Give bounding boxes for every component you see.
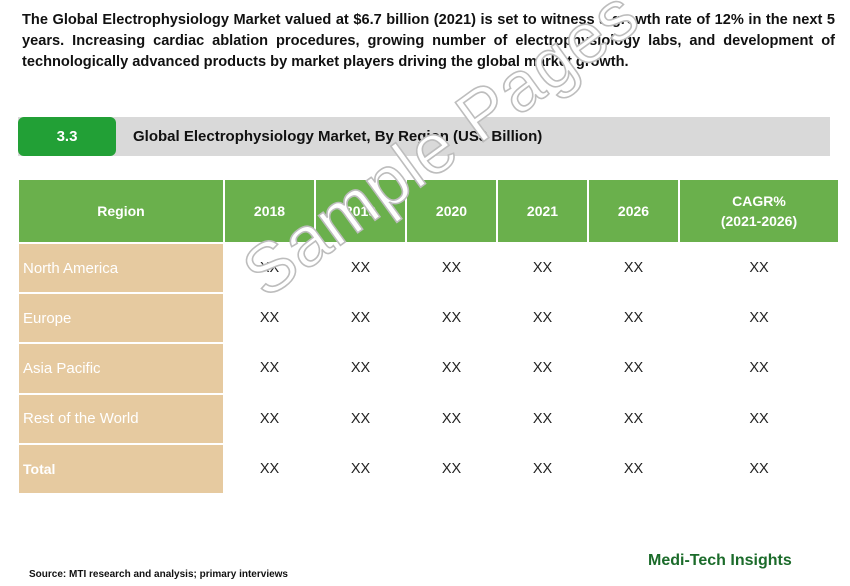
header-2021: 2021 bbox=[498, 180, 587, 242]
table-row: Europe XX XX XX XX XX XX bbox=[19, 294, 838, 343]
value-cell: XX bbox=[749, 410, 769, 427]
header-2019: 2019 bbox=[316, 180, 405, 242]
value-cell: XX bbox=[532, 260, 553, 277]
intro-paragraph: The Global Electrophysiology Market valu… bbox=[22, 12, 835, 70]
value-cell: XX bbox=[623, 460, 644, 477]
value-cell: XX bbox=[749, 360, 769, 377]
section-header-bar bbox=[18, 117, 830, 156]
region-cell-total: Total bbox=[19, 444, 223, 493]
value-cell: XX bbox=[749, 310, 769, 327]
value-cell: XX bbox=[532, 310, 553, 327]
value-cell: XX bbox=[259, 460, 280, 477]
value-cell: XX bbox=[749, 460, 769, 477]
value-cell: XX bbox=[350, 260, 371, 277]
value-cell: XX bbox=[441, 310, 462, 327]
value-cell: XX bbox=[259, 410, 280, 427]
header-cagr-line1: CAGR% bbox=[732, 193, 786, 209]
value-cell: XX bbox=[350, 310, 371, 327]
value-cell: XX bbox=[259, 360, 280, 377]
header-cagr-line2: (2021-2026) bbox=[720, 213, 798, 229]
header-cagr: CAGR% (2021-2026) bbox=[680, 180, 838, 242]
header-2018: 2018 bbox=[225, 180, 314, 242]
region-cell: North America bbox=[19, 244, 223, 293]
value-cell: XX bbox=[350, 460, 371, 477]
header-2020: 2020 bbox=[407, 180, 496, 242]
value-cell: XX bbox=[532, 360, 553, 377]
value-cell: XX bbox=[623, 360, 644, 377]
value-cell: XX bbox=[623, 310, 644, 327]
value-cell: XX bbox=[441, 260, 462, 277]
source-note: Source: MTI research and analysis; prima… bbox=[29, 569, 288, 580]
region-cell: Asia Pacific bbox=[19, 344, 223, 393]
value-cell: XX bbox=[749, 260, 769, 277]
region-cell: Europe bbox=[19, 294, 223, 343]
value-cell: XX bbox=[623, 410, 644, 427]
value-cell: XX bbox=[623, 260, 644, 277]
value-cell: XX bbox=[441, 460, 462, 477]
header-2026: 2026 bbox=[589, 180, 678, 242]
value-cell: XX bbox=[441, 410, 462, 427]
table-row: Rest of the World XX XX XX XX XX XX bbox=[19, 394, 838, 443]
region-cell: Rest of the World bbox=[19, 394, 223, 443]
value-cell: XX bbox=[259, 260, 280, 277]
region-market-table: Region 2018 2019 2020 2021 2026 CAGR% (2… bbox=[17, 178, 840, 495]
value-cell: XX bbox=[441, 360, 462, 377]
medi-tech-insights-logo: Medi-Tech Insights bbox=[648, 552, 792, 569]
table-row-total: Total XX XX XX XX XX XX bbox=[19, 444, 838, 493]
value-cell: XX bbox=[532, 460, 553, 477]
section-title: Global Electrophysiology Market, By Regi… bbox=[133, 128, 543, 145]
header-region: Region bbox=[19, 180, 223, 242]
section-number-badge: 3.3 bbox=[18, 117, 116, 156]
table-row: North America XX XX XX XX XX XX bbox=[19, 244, 838, 293]
table-row: Asia Pacific XX XX XX XX XX XX bbox=[19, 344, 838, 393]
value-cell: XX bbox=[350, 410, 371, 427]
value-cell: XX bbox=[259, 310, 280, 327]
value-cell: XX bbox=[532, 410, 553, 427]
table-header-row: Region 2018 2019 2020 2021 2026 CAGR% (2… bbox=[19, 180, 838, 242]
value-cell: XX bbox=[350, 360, 371, 377]
